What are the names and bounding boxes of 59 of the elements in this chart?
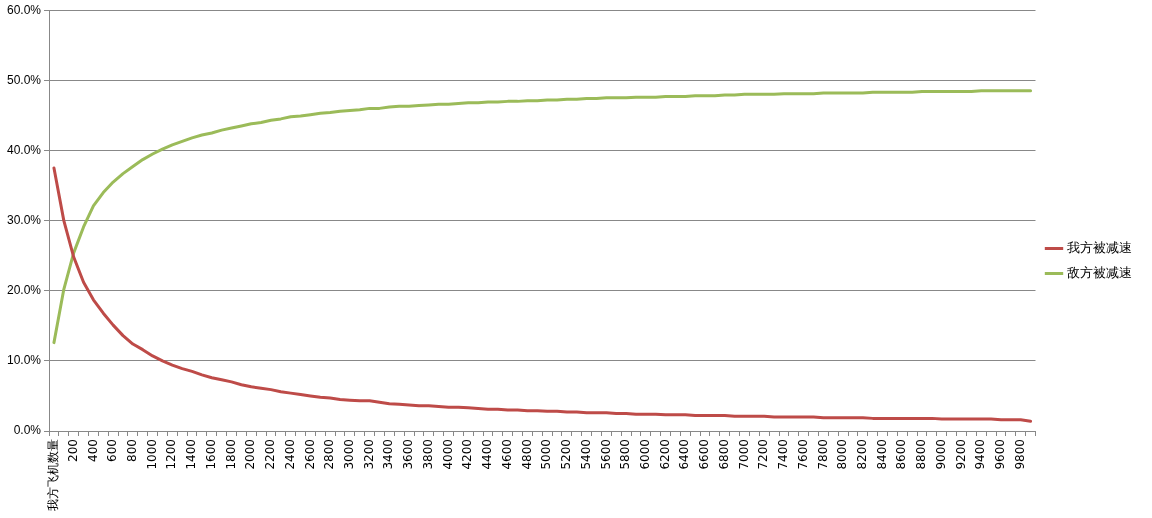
- x-tick-label: 7600: [795, 439, 810, 470]
- x-tick-label: 2000: [243, 439, 258, 470]
- x-tick-label: 1800: [223, 439, 238, 470]
- x-tick-label: 6600: [697, 439, 712, 470]
- x-tick-label: 9200: [953, 439, 968, 470]
- x-tick-label: 9400: [973, 439, 988, 470]
- x-tick-label: 7400: [776, 439, 791, 470]
- x-tick-label: 6400: [677, 439, 692, 470]
- x-tick-label: 5400: [578, 439, 593, 470]
- x-tick-label: 1200: [164, 439, 179, 470]
- x-tick-label: 2800: [322, 439, 337, 470]
- x-tick-label: 600: [105, 439, 120, 462]
- x-tick-label: 3400: [381, 439, 396, 470]
- x-tick-label: 2600: [302, 439, 317, 470]
- x-tick-label: 9000: [933, 439, 948, 470]
- y-tick-label: 30.0%: [6, 212, 42, 227]
- x-tick-label: 3600: [401, 439, 416, 470]
- legend-label: 我方被减速: [1067, 239, 1132, 255]
- x-tick-label: 200: [65, 439, 80, 462]
- x-tick-label: 4600: [499, 439, 514, 470]
- y-tick-label: 10.0%: [6, 353, 42, 368]
- x-tick-label: 5200: [559, 439, 574, 470]
- x-tick-label: 1600: [203, 439, 218, 470]
- x-tick-label: 4000: [440, 439, 455, 470]
- x-tick-label: 4400: [480, 439, 495, 470]
- y-tick-label: 40.0%: [6, 142, 42, 157]
- x-tick-label: 7000: [736, 439, 751, 470]
- x-tick-label: 6800: [716, 439, 731, 470]
- x-tick-label: 3800: [420, 439, 435, 470]
- x-tick-label: 5600: [598, 439, 613, 470]
- x-tick-label: 1400: [184, 439, 199, 470]
- y-tick-label: 60.0%: [6, 2, 42, 17]
- x-tick-label: 3200: [361, 439, 376, 470]
- x-tick-label: 400: [85, 439, 100, 462]
- x-tick-label: 7200: [756, 439, 771, 470]
- x-tick-label: 4200: [460, 439, 475, 470]
- x-tick-label: 8600: [894, 439, 909, 470]
- legend-label: 敌方被减速: [1067, 264, 1132, 280]
- y-tick-label: 50.0%: [6, 72, 42, 87]
- x-tick-label: 9800: [1012, 439, 1027, 470]
- x-tick-label: 8800: [914, 439, 929, 470]
- x-tick-label: 1000: [144, 439, 159, 470]
- x-tick-label: 7800: [815, 439, 830, 470]
- x-tick-label: 我方飞机数量: [46, 439, 61, 511]
- x-tick-label: 4800: [519, 439, 534, 470]
- x-tick-label: 800: [125, 439, 139, 462]
- x-tick-label: 9600: [993, 439, 1008, 470]
- x-tick-label: 6000: [637, 439, 652, 470]
- x-tick-label: 5800: [618, 439, 633, 470]
- x-tick-label: 3000: [342, 439, 357, 470]
- x-tick-label: 6200: [657, 439, 672, 470]
- x-tick-label: 5000: [539, 439, 554, 470]
- y-tick-label: 20.0%: [6, 283, 42, 298]
- x-tick-label: 2200: [263, 439, 278, 470]
- y-tick-label: 0.0%: [13, 423, 42, 438]
- x-tick-label: 8200: [854, 439, 869, 470]
- x-tick-label: 8400: [874, 439, 889, 470]
- x-tick-label: 2400: [282, 439, 297, 470]
- x-tick-label: 8000: [835, 439, 850, 470]
